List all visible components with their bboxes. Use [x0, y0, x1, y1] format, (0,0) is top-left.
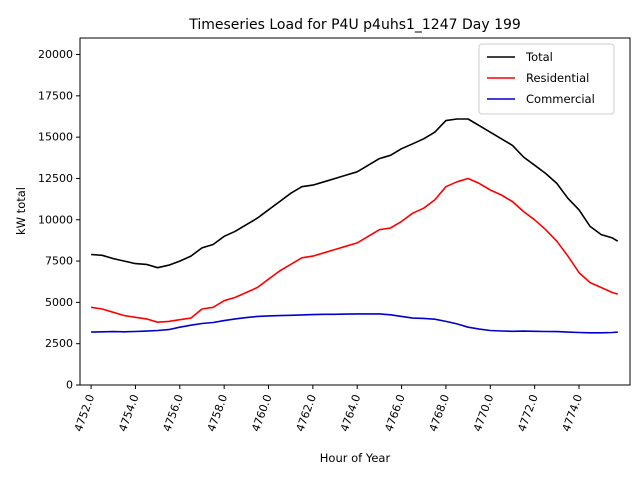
- legend: Total Residential Commercial: [478, 43, 615, 115]
- y-tick-label: 7500: [45, 255, 73, 268]
- legend-box: [478, 43, 615, 115]
- x-axis-label: Hour of Year: [320, 451, 391, 465]
- series-line-total: [91, 118, 619, 269]
- legend-label-total: Total: [525, 50, 553, 64]
- y-tick-label: 10000: [38, 213, 73, 226]
- y-tick-label: 2500: [45, 337, 73, 350]
- series-line-commercial: [91, 313, 618, 334]
- plot-area-frame: [79, 37, 631, 386]
- y-tick-label: 15000: [38, 131, 73, 144]
- y-tick-label: 17500: [38, 89, 73, 102]
- series-lines: [90, 118, 619, 334]
- legend-label-residential: Residential: [526, 71, 589, 85]
- y-axis-label: kW total: [14, 187, 28, 235]
- chart-title: Timeseries Load for P4U p4uhs1_1247 Day …: [188, 17, 521, 33]
- y-tick-label: 5000: [45, 296, 73, 309]
- y-tick-label: 12500: [38, 172, 73, 185]
- y-tick-label: 20000: [38, 48, 73, 61]
- y-tick-label: 0: [66, 379, 73, 392]
- series-line-residential: [90, 177, 619, 324]
- legend-label-commercial: Commercial: [526, 92, 595, 106]
- y-axis-ticks: 0 2500 5000 7500 10000 12500 15000 17500 20000: [38, 48, 80, 392]
